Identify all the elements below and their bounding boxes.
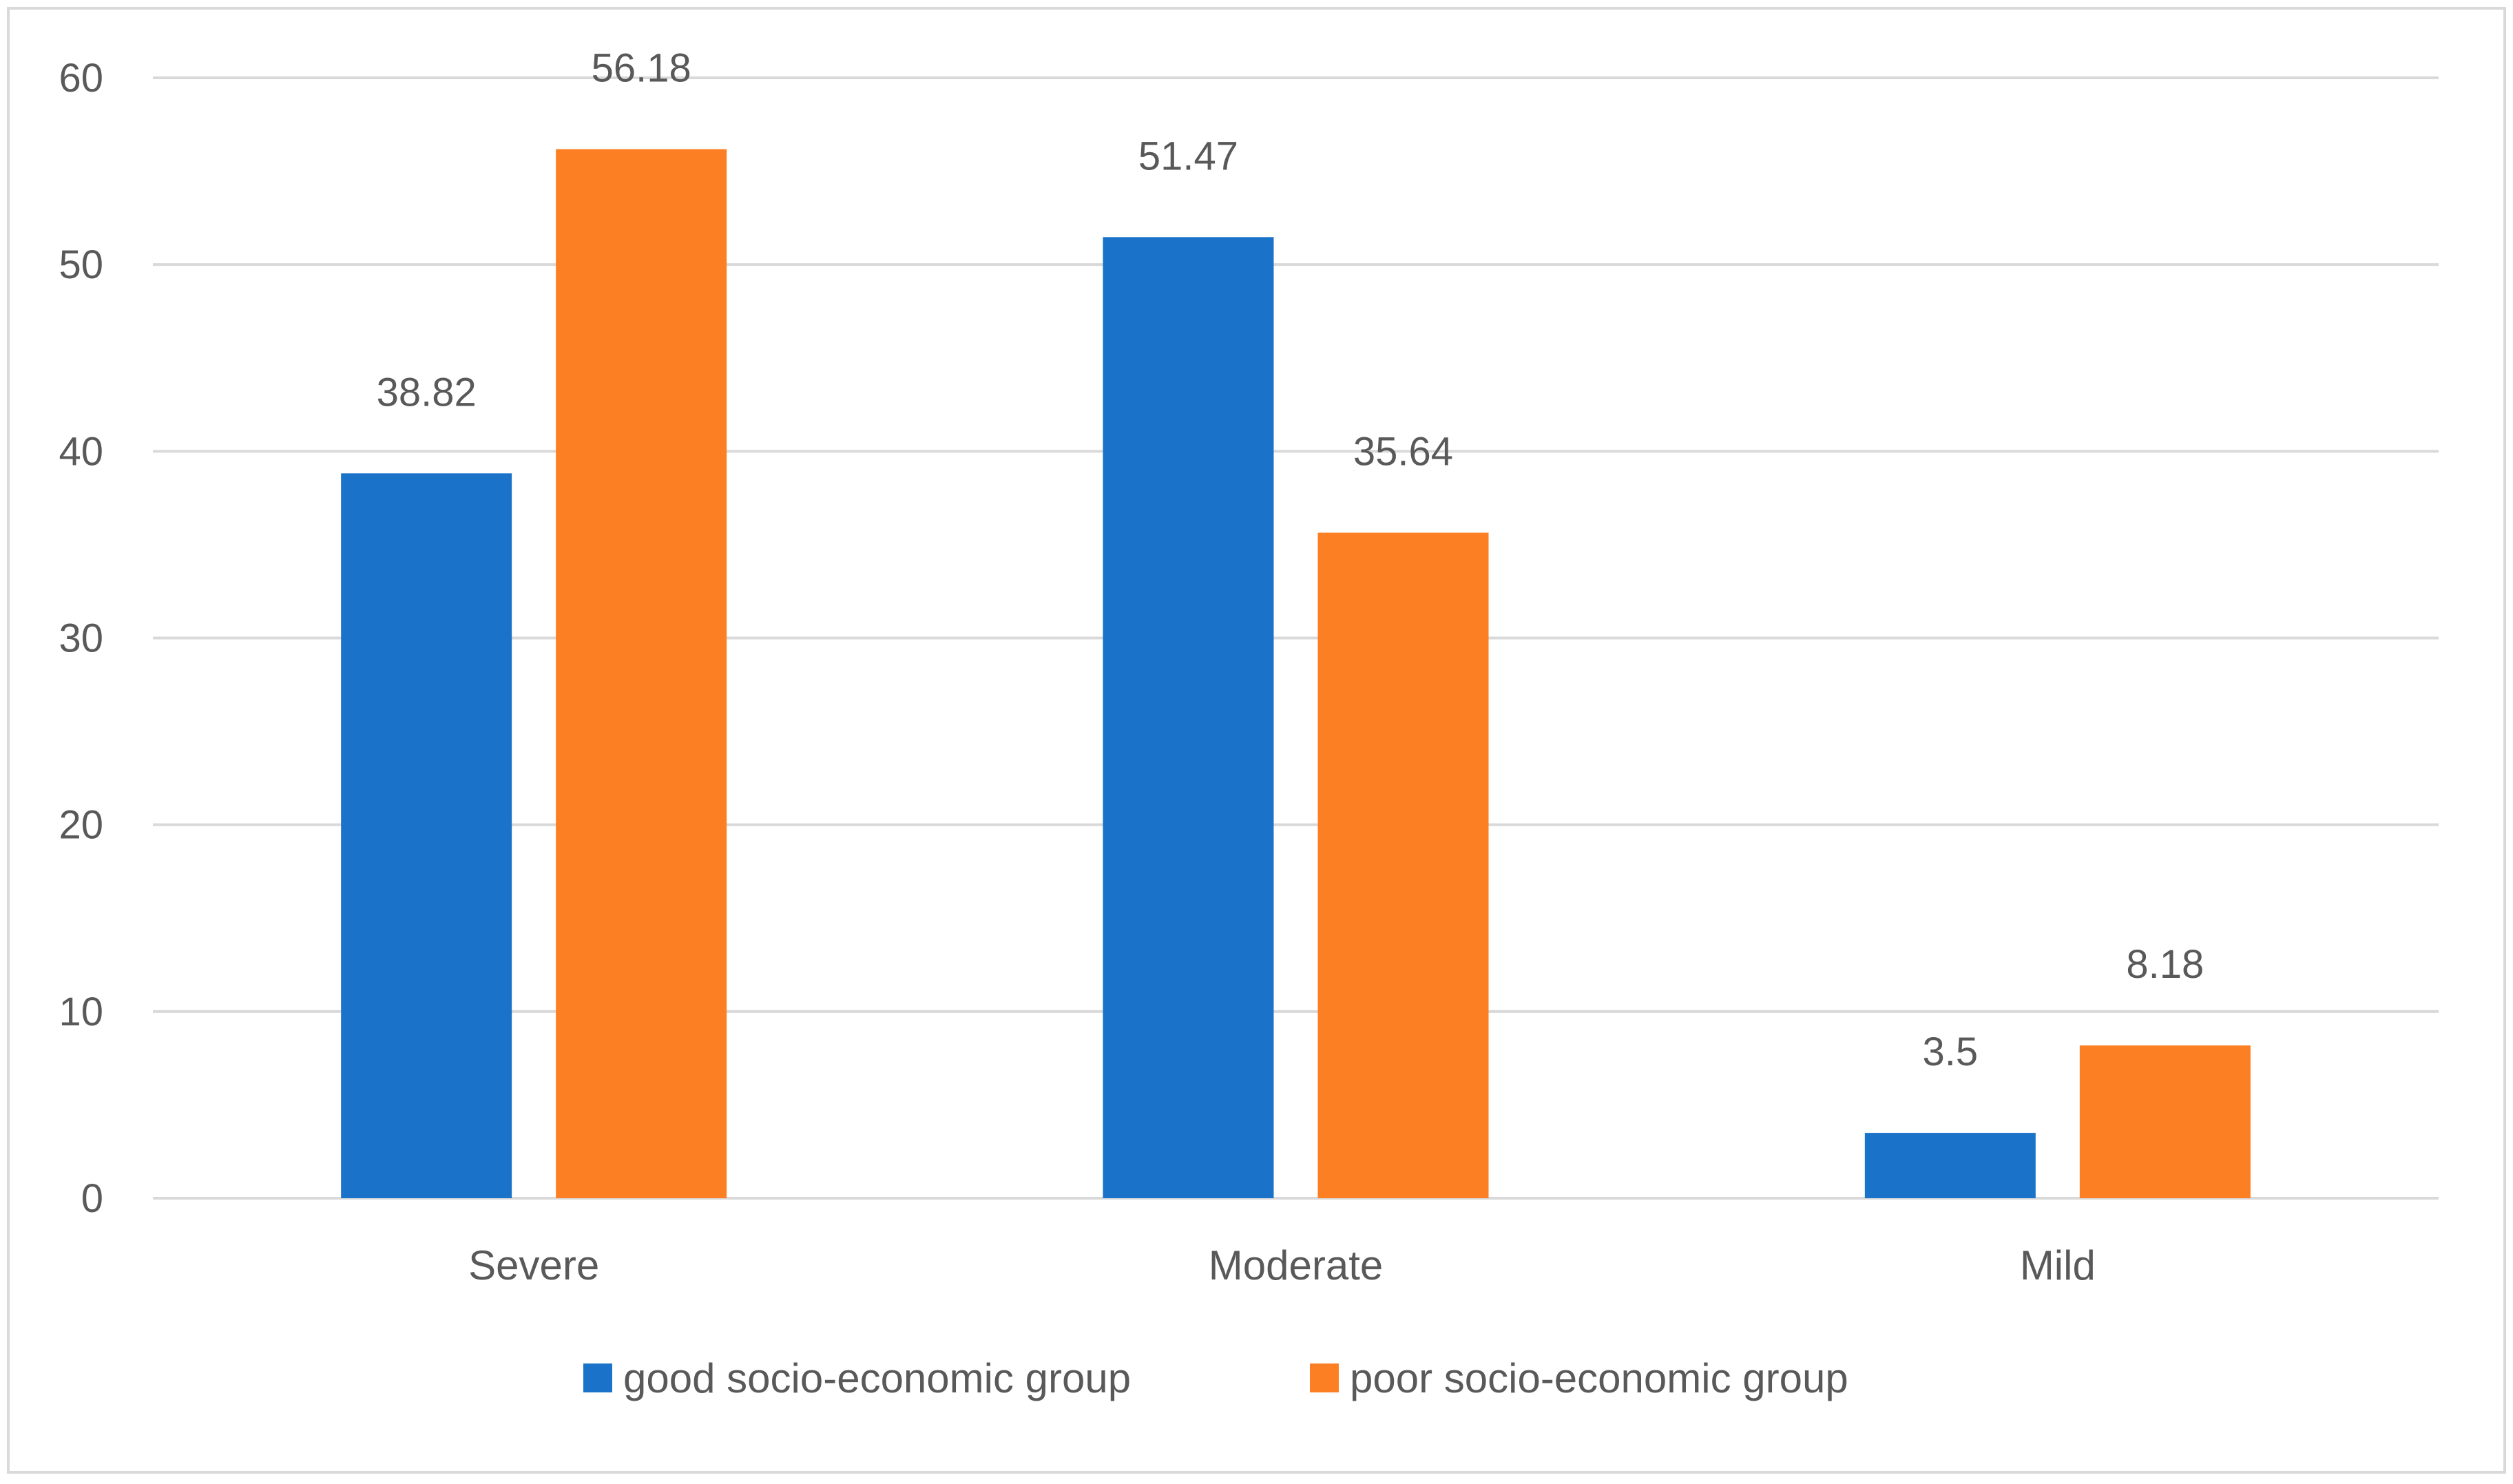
data-label: 56.18	[592, 46, 691, 91]
bar-severe-good	[341, 473, 512, 1198]
bar-mild-good	[1864, 1133, 2036, 1198]
legend-swatch	[583, 1363, 612, 1392]
legend-label: poor socio-economic group	[1350, 1355, 1848, 1401]
data-label: 8.18	[2126, 942, 2204, 987]
x-tick-label: Severe	[468, 1242, 599, 1288]
data-label: 35.64	[1353, 430, 1453, 474]
legend: good socio-economic group poor socio-econ…	[583, 1355, 1848, 1401]
bar-moderate-poor	[1317, 532, 1489, 1198]
data-label: 38.82	[377, 370, 477, 415]
y-tick-label: 0	[81, 1176, 103, 1221]
data-labels: 38.82 56.18 51.47 35.64 3.5 8.18	[377, 46, 2204, 1075]
y-tick-label: 50	[59, 242, 103, 287]
data-label: 51.47	[1138, 134, 1238, 178]
y-axis-ticks: 0 10 20 30 40 50 60	[59, 56, 103, 1221]
bars	[341, 149, 2251, 1198]
bar-mild-poor	[2079, 1045, 2251, 1198]
x-tick-label: Mild	[2020, 1242, 2096, 1288]
gridlines	[153, 76, 2439, 1200]
legend-swatch	[1310, 1363, 1339, 1392]
bar-severe-poor	[556, 149, 727, 1198]
y-tick-label: 40	[59, 429, 103, 474]
y-tick-label: 60	[59, 56, 103, 101]
x-axis-ticks: Severe Moderate Mild	[468, 1242, 2096, 1288]
y-tick-label: 20	[59, 803, 103, 848]
legend-label: good socio-economic group	[623, 1355, 1131, 1401]
x-tick-label: Moderate	[1209, 1242, 1383, 1288]
data-label: 3.5	[1923, 1030, 1979, 1074]
y-tick-label: 10	[59, 990, 103, 1034]
y-tick-label: 30	[59, 616, 103, 661]
bar-moderate-good	[1103, 237, 1274, 1198]
